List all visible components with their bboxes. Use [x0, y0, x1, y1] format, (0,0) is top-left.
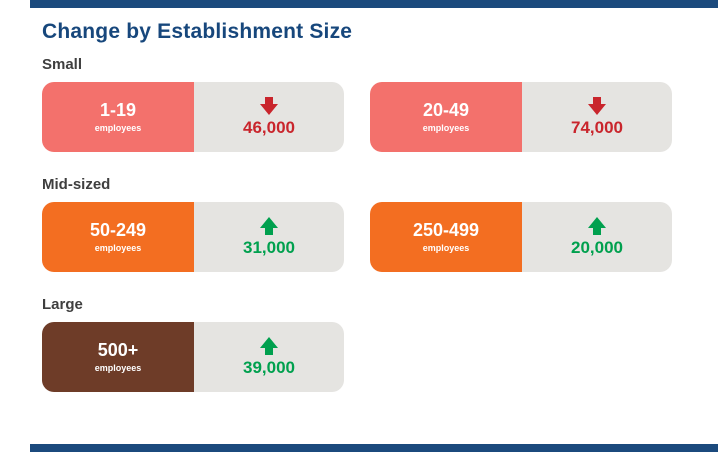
card-row: 500+ employees 39,000: [42, 322, 718, 392]
change-value: 74,000: [571, 117, 623, 137]
section-label: Large: [42, 296, 83, 313]
decrease-arrow-icon: [588, 96, 606, 115]
change-block: 74,000: [522, 82, 672, 152]
section-label: Small: [42, 56, 83, 73]
size-range-block: 250-499 employees: [370, 202, 522, 272]
section-mid-sized: Mid-sized 50-249 employees 31,000 250-49…: [42, 176, 718, 272]
size-unit: employees: [94, 242, 142, 253]
stat-card: 250-499 employees 20,000: [370, 202, 672, 272]
increase-arrow-icon: [260, 336, 278, 355]
bottom-accent-bar: [30, 444, 718, 452]
change-value: 31,000: [243, 237, 295, 257]
size-range-block: 500+ employees: [42, 322, 194, 392]
change-block: 39,000: [194, 322, 344, 392]
size-unit: employees: [94, 362, 142, 373]
size-range: 500+: [97, 340, 139, 361]
size-range: 20-49: [422, 100, 470, 121]
card-row: 1-19 employees 46,000 20-49 employees 74…: [42, 82, 718, 152]
change-block: 20,000: [522, 202, 672, 272]
stat-card: 1-19 employees 46,000: [42, 82, 344, 152]
change-block: 31,000: [194, 202, 344, 272]
increase-arrow-icon: [588, 216, 606, 235]
change-value: 46,000: [243, 117, 295, 137]
size-unit: employees: [422, 122, 470, 133]
stat-card: 20-49 employees 74,000: [370, 82, 672, 152]
infographic: Change by Establishment Size Small 1-19 …: [42, 20, 718, 392]
size-unit: employees: [94, 122, 142, 133]
size-range: 50-249: [89, 220, 147, 241]
size-unit: employees: [422, 242, 470, 253]
section-small: Small 1-19 employees 46,000 20-49 employ…: [42, 56, 718, 152]
change-block: 46,000: [194, 82, 344, 152]
page-title: Change by Establishment Size: [42, 20, 353, 43]
increase-arrow-icon: [260, 216, 278, 235]
section-label: Mid-sized: [42, 176, 111, 193]
stat-card: 500+ employees 39,000: [42, 322, 344, 392]
size-range: 1-19: [99, 100, 137, 121]
card-row: 50-249 employees 31,000 250-499 employee…: [42, 202, 718, 272]
stat-card: 50-249 employees 31,000: [42, 202, 344, 272]
section-large: Large 500+ employees 39,000: [42, 296, 718, 392]
size-range-block: 1-19 employees: [42, 82, 194, 152]
size-range-block: 50-249 employees: [42, 202, 194, 272]
change-value: 20,000: [571, 237, 623, 257]
size-range-block: 20-49 employees: [370, 82, 522, 152]
top-accent-bar: [30, 0, 718, 8]
size-range: 250-499: [412, 220, 480, 241]
decrease-arrow-icon: [260, 96, 278, 115]
change-value: 39,000: [243, 357, 295, 377]
